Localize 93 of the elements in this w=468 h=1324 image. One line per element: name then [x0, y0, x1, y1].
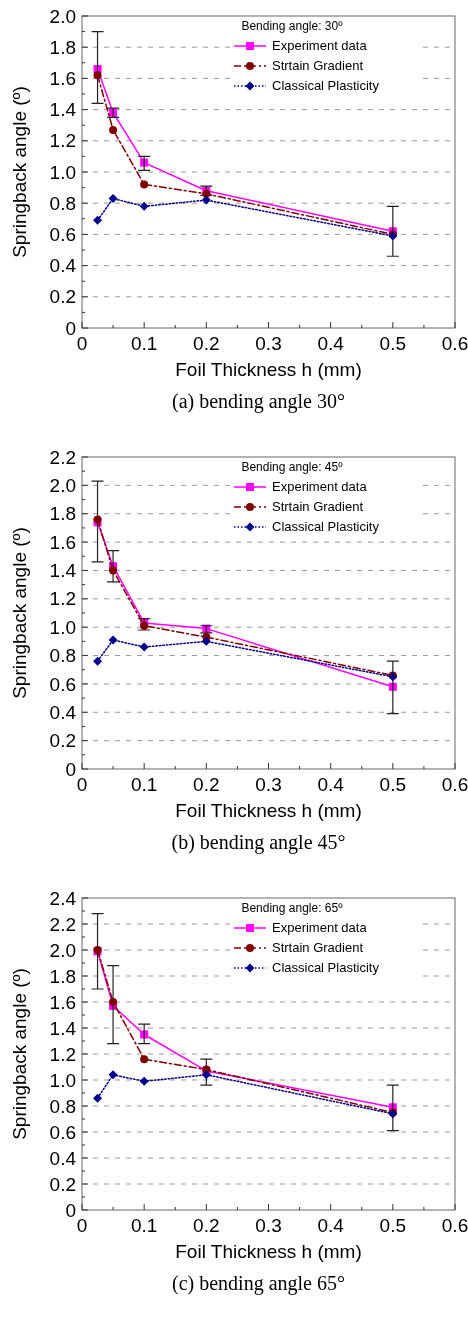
- point: [139, 642, 149, 652]
- y-axis-title: Springback angle (º): [9, 86, 30, 258]
- y-tick-label: 1.2: [49, 1043, 76, 1065]
- x-axis-title: Foil Thickness h (mm): [175, 1241, 362, 1262]
- text: (c) bending angle 65°: [172, 1272, 345, 1295]
- legend-label: Classical Plasticity: [272, 960, 380, 975]
- point: [108, 635, 118, 645]
- y-tick-label: 0.2: [49, 1173, 76, 1195]
- legend-label: Classical Plasticity: [272, 519, 380, 534]
- y-tick-label: 1.6: [49, 68, 76, 90]
- y-tick-label: 1.4: [49, 1017, 77, 1039]
- x-tick-label: 0.5: [379, 774, 407, 795]
- text: (a) bending angle 30°: [172, 390, 345, 413]
- x-tick-label: 0.3: [255, 1215, 282, 1236]
- y-tick-label: 1.6: [49, 531, 76, 553]
- point: [108, 1070, 118, 1080]
- y-tick-label: 0.4: [49, 701, 77, 723]
- y-axis-title: Springback angle (º): [9, 968, 30, 1140]
- y-tick-label: 1.6: [49, 991, 76, 1013]
- y-tick-label: 2.0: [49, 5, 76, 27]
- legend-label: Strtain Gradient: [272, 940, 364, 955]
- y-tick-label: 2.0: [49, 939, 76, 961]
- y-tick-label: 1.0: [49, 161, 76, 183]
- y-tick-label: 2.2: [49, 446, 76, 468]
- y-tick-label: 1.4: [49, 99, 77, 121]
- x-tick-label: 0.4: [317, 1215, 345, 1236]
- x-axis-title: Foil Thickness h (mm): [175, 800, 362, 821]
- legend-label: Classical Plasticity: [272, 78, 380, 93]
- legend-label: Experiment data: [272, 479, 368, 494]
- y-tick-label: 0.8: [49, 1095, 76, 1117]
- y-tick-label: 0: [65, 317, 76, 339]
- y-tick-label: 1.4: [49, 560, 77, 582]
- point: [109, 566, 118, 575]
- point: [108, 194, 118, 204]
- point: [201, 636, 211, 646]
- y-axis-title: Springback angle (º): [9, 527, 30, 699]
- x-tick-label: 0.3: [255, 333, 282, 354]
- y-tick-label: 1.2: [49, 588, 76, 610]
- y-tick-label: 2.4: [49, 887, 77, 909]
- y-tick-label: 1.8: [49, 36, 76, 58]
- y-tick-label: 0.6: [49, 224, 76, 246]
- x-tick-label: 0.3: [255, 774, 282, 795]
- text: (b) bending angle 45°: [171, 831, 346, 854]
- y-tick-label: 0: [65, 1199, 76, 1221]
- y-tick-label: 1.2: [49, 130, 76, 152]
- x-tick-label: 0.2: [193, 774, 220, 795]
- y-tick-label: 1.8: [49, 503, 76, 525]
- point: [140, 180, 149, 189]
- y-tick-label: 2.0: [49, 475, 76, 497]
- x-axis-title: Foil Thickness h (mm): [175, 359, 362, 380]
- y-tick-label: 0.6: [49, 673, 76, 695]
- x-tick-label: 0.6: [441, 1215, 468, 1236]
- point: [139, 1076, 149, 1086]
- point: [140, 1055, 149, 1064]
- point: [201, 195, 211, 205]
- y-tick-label: 1.8: [49, 965, 76, 987]
- point: [109, 125, 118, 134]
- point: [201, 1070, 211, 1080]
- legend-label: Experiment data: [272, 38, 368, 53]
- y-tick-label: 2.2: [49, 913, 76, 935]
- x-tick-label: 0.5: [379, 333, 407, 354]
- x-tick-label: 0.4: [317, 774, 345, 795]
- y-tick-label: 0.8: [49, 645, 76, 667]
- point: [93, 656, 103, 666]
- x-tick-label: 0.6: [441, 774, 468, 795]
- y-tick-label: 0.2: [49, 730, 76, 752]
- legend-label: Experiment data: [272, 920, 368, 935]
- x-tick-label: 0.1: [130, 1215, 158, 1236]
- y-tick-label: 0.8: [49, 192, 76, 214]
- point: [93, 215, 103, 225]
- x-tick-label: 0.1: [130, 774, 158, 795]
- legend-title: Bending angle: 65º: [241, 901, 344, 915]
- y-tick-label: 0.6: [49, 1121, 76, 1143]
- point: [139, 201, 149, 211]
- x-tick-label: 0.5: [379, 1215, 407, 1236]
- legend-title: Bending angle: 45º: [241, 460, 344, 474]
- y-tick-label: 0: [65, 758, 76, 780]
- y-tick-label: 1.0: [49, 616, 76, 638]
- x-tick-label: 0.1: [130, 333, 158, 354]
- x-tick-label: 0.6: [441, 333, 468, 354]
- y-tick-label: 0.2: [49, 286, 76, 308]
- x-tick-label: 0.2: [193, 333, 220, 354]
- legend-label: Strtain Gradient: [272, 58, 364, 73]
- point: [109, 998, 118, 1006]
- y-tick-label: 1.0: [49, 1069, 76, 1091]
- legend-label: Strtain Gradient: [272, 499, 364, 514]
- legend-title: Bending angle: 30º: [241, 19, 344, 33]
- y-tick-label: 0.4: [49, 255, 77, 277]
- point: [93, 71, 102, 80]
- x-tick-label: 0.2: [193, 1215, 220, 1236]
- point: [93, 1093, 103, 1103]
- y-tick-label: 0.4: [49, 1147, 77, 1169]
- x-tick-label: 0.4: [317, 333, 345, 354]
